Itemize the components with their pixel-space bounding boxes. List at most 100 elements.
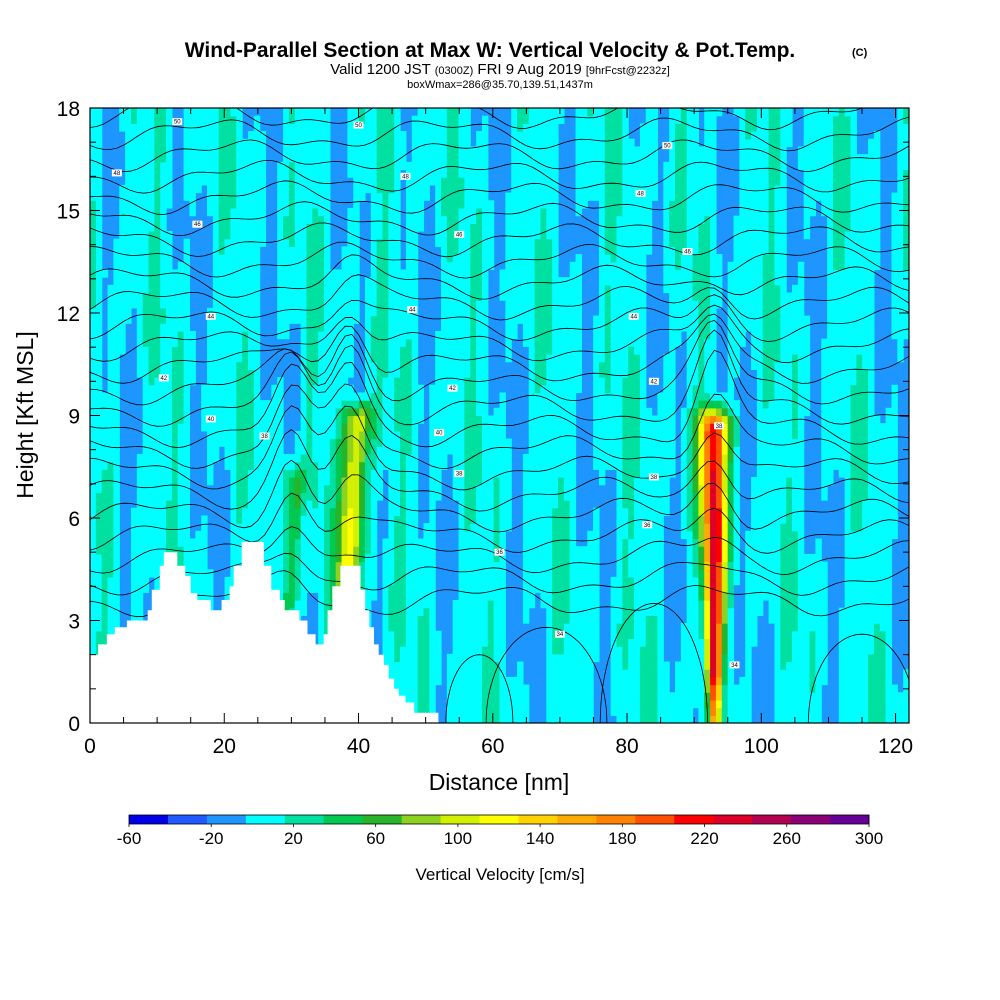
velocity-cell: [277, 576, 284, 586]
velocity-cell: [452, 676, 460, 686]
velocity-cell: [154, 446, 161, 455]
velocity-cell: [101, 461, 109, 470]
velocity-cell: [207, 146, 214, 155]
velocity-cell: [487, 523, 495, 532]
velocity-cell: [394, 269, 401, 278]
velocity-cell: [347, 561, 354, 570]
velocity-cell: [534, 223, 542, 232]
velocity-cell: [142, 115, 150, 124]
velocity-cell: [522, 246, 530, 255]
velocity-cell: [177, 261, 185, 271]
velocity-cell: [435, 108, 442, 117]
velocity-cell: [481, 392, 489, 401]
velocity-cell: [405, 453, 413, 463]
velocity-cell: [540, 184, 547, 194]
velocity-cell: [394, 415, 401, 424]
velocity-cell: [481, 423, 489, 432]
velocity-cell: [522, 254, 530, 263]
velocity-cell: [464, 438, 471, 447]
velocity-cell: [429, 161, 436, 171]
velocity-cell: [364, 138, 372, 148]
velocity-cell: [452, 184, 460, 194]
velocity-cell: [247, 423, 255, 432]
velocity-cell: [370, 538, 378, 547]
velocity-cell: [160, 330, 167, 340]
velocity-cell: [476, 500, 483, 509]
velocity-cell: [353, 530, 360, 540]
velocity-cell: [283, 192, 290, 201]
velocity-cell: [154, 507, 161, 517]
velocity-cell: [429, 477, 436, 486]
velocity-cell: [464, 453, 471, 463]
velocity-cell: [464, 254, 471, 263]
velocity-cell: [388, 123, 395, 132]
velocity-cell: [522, 154, 530, 163]
velocity-cell: [376, 284, 384, 294]
velocity-cell: [388, 108, 395, 117]
velocity-cell: [382, 653, 389, 663]
velocity-cell: [558, 507, 565, 517]
velocity-cell: [458, 430, 465, 440]
velocity-cell: [382, 177, 389, 186]
velocity-cell: [558, 277, 565, 286]
velocity-cell: [329, 423, 337, 432]
velocity-cell: [195, 161, 202, 171]
velocity-cell: [166, 330, 173, 340]
velocity-cell: [540, 169, 547, 178]
velocity-cell: [101, 407, 109, 417]
velocity-cell: [546, 346, 553, 355]
velocity-cell: [423, 576, 430, 586]
velocity-cell: [394, 492, 401, 501]
velocity-cell: [95, 300, 103, 309]
velocity-cell: [253, 515, 261, 524]
velocity-cell: [224, 277, 231, 286]
velocity-cell: [481, 123, 489, 132]
velocity-cell: [435, 200, 442, 209]
velocity-cell: [441, 338, 448, 347]
velocity-cell: [476, 246, 483, 255]
velocity-cell: [552, 523, 559, 532]
velocity-cell: [517, 269, 524, 278]
velocity-cell: [517, 684, 524, 693]
velocity-cell: [481, 338, 489, 347]
velocity-cell: [476, 315, 483, 324]
velocity-cell: [411, 238, 419, 247]
velocity-cell: [429, 592, 436, 601]
velocity-cell: [476, 492, 483, 501]
velocity-cell: [341, 538, 348, 547]
velocity-cell: [230, 576, 237, 586]
velocity-cell: [353, 546, 360, 555]
velocity-cell: [107, 561, 114, 570]
velocity-cell: [405, 692, 413, 701]
velocity-cell: [306, 430, 313, 440]
velocity-cell: [324, 284, 331, 294]
velocity-cell: [400, 269, 407, 278]
velocity-cell: [107, 284, 114, 294]
velocity-cell: [423, 115, 430, 124]
velocity-cell: [400, 407, 407, 417]
velocity-cell: [522, 261, 530, 271]
velocity-cell: [452, 300, 460, 309]
velocity-cell: [522, 546, 530, 555]
velocity-cell: [136, 177, 144, 186]
velocity-cell: [294, 453, 302, 463]
velocity-cell: [236, 561, 243, 570]
velocity-cell: [288, 561, 296, 570]
velocity-cell: [288, 246, 296, 255]
velocity-cell: [236, 115, 243, 124]
velocity-cell: [388, 115, 395, 124]
velocity-cell: [253, 500, 261, 509]
velocity-cell: [242, 346, 249, 355]
velocity-cell: [283, 215, 290, 224]
velocity-cell: [107, 523, 114, 532]
velocity-cell: [388, 515, 395, 524]
velocity-cell: [382, 361, 389, 370]
velocity-cell: [487, 646, 495, 655]
velocity-cell: [458, 715, 465, 723]
velocity-cell: [388, 576, 395, 586]
velocity-cell: [364, 484, 372, 493]
velocity-cell: [476, 453, 483, 463]
velocity-cell: [405, 607, 413, 616]
velocity-cell: [493, 500, 501, 509]
velocity-cell: [493, 569, 501, 578]
